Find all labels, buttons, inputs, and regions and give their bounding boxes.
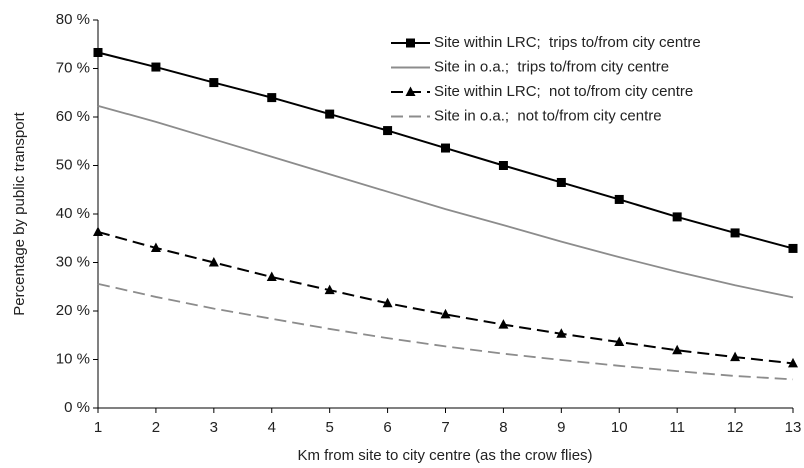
x-tick-label: 11 xyxy=(669,419,685,436)
point-marker xyxy=(556,328,567,338)
legend-marker xyxy=(406,38,415,48)
point-marker xyxy=(93,226,103,236)
x-tick-label: 9 xyxy=(557,419,565,436)
series-line xyxy=(97,104,794,299)
legend-label: Site in o.a.; not to/from city centre xyxy=(434,107,662,124)
x-tick-label: 2 xyxy=(152,419,160,436)
point-marker xyxy=(208,257,219,267)
point-marker xyxy=(383,126,393,136)
point-marker xyxy=(93,47,103,57)
x-tick-label: 13 xyxy=(785,419,802,436)
point-marker xyxy=(672,344,683,355)
point-marker xyxy=(209,78,219,88)
x-tick-label: 5 xyxy=(325,419,333,436)
legend-label: Site within LRC; not to/from city centre xyxy=(434,83,693,100)
point-marker xyxy=(614,336,625,347)
point-marker xyxy=(730,351,741,362)
x-tick-label: 7 xyxy=(441,419,449,436)
point-marker xyxy=(325,109,335,119)
y-tick-label: 40 % xyxy=(56,205,90,222)
x-tick-label: 4 xyxy=(268,419,276,436)
series-line xyxy=(97,230,794,365)
point-marker xyxy=(614,194,624,204)
point-marker xyxy=(672,212,682,222)
legend-marker xyxy=(405,86,416,96)
point-marker xyxy=(788,357,798,368)
y-tick-label: 10 % xyxy=(56,350,90,367)
point-marker xyxy=(440,308,451,319)
x-axis-label: Km from site to city centre (as the crow… xyxy=(297,447,592,464)
series-line xyxy=(97,282,794,381)
legend-box xyxy=(385,27,790,129)
y-tick-label: 50 % xyxy=(56,156,90,173)
point-marker xyxy=(151,62,161,72)
y-tick-label: 60 % xyxy=(56,108,90,125)
y-tick-label: 20 % xyxy=(56,302,90,319)
y-tick-label: 0 % xyxy=(64,399,90,416)
point-marker xyxy=(556,177,566,187)
point-marker xyxy=(441,143,450,153)
point-marker xyxy=(382,297,393,308)
legend-label: Site in o.a.; trips to/from city centre xyxy=(434,58,669,75)
x-tick-label: 12 xyxy=(727,419,744,436)
y-tick-label: 30 % xyxy=(56,253,90,270)
y-tick-label: 80 % xyxy=(56,11,90,28)
point-marker xyxy=(730,228,740,238)
x-tick-label: 6 xyxy=(383,419,391,436)
point-marker xyxy=(324,284,335,295)
point-marker xyxy=(266,271,277,282)
legend-label: Site within LRC; trips to/from city cent… xyxy=(434,34,701,51)
x-tick-label: 1 xyxy=(94,419,102,436)
point-marker xyxy=(788,243,798,253)
x-tick-label: 8 xyxy=(499,419,507,436)
point-marker xyxy=(498,161,508,170)
y-axis-label: Percentage by public transport xyxy=(11,111,28,315)
point-marker xyxy=(150,242,161,252)
y-tick-label: 70 % xyxy=(56,59,90,76)
x-tick-label: 3 xyxy=(210,419,218,436)
point-marker xyxy=(267,93,277,103)
point-marker xyxy=(498,319,509,329)
x-tick-label: 10 xyxy=(611,419,628,436)
